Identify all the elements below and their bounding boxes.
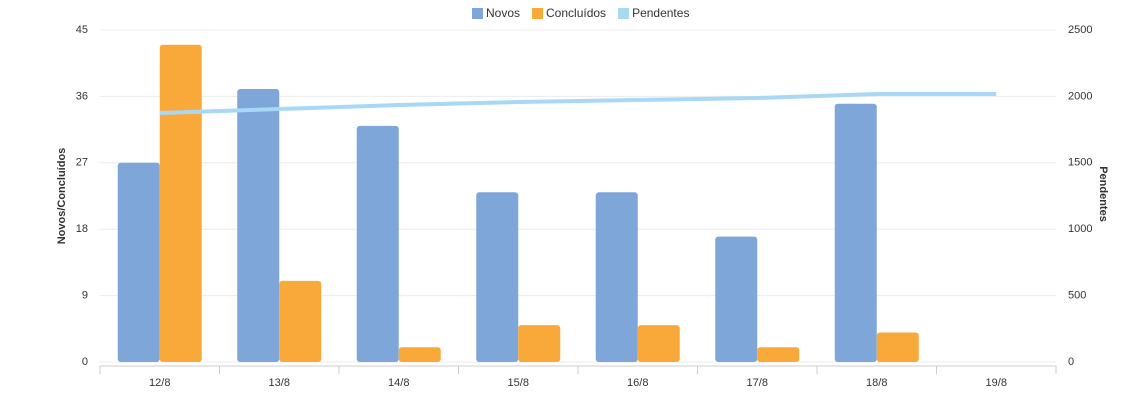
x-tick-label: 14/8 bbox=[388, 377, 409, 389]
bar bbox=[637, 325, 680, 362]
y2-tick-label: 1500 bbox=[1068, 157, 1092, 169]
line bbox=[159, 92, 997, 115]
legend-label: Pendentes bbox=[632, 6, 689, 20]
x-tick-label: 17/8 bbox=[747, 377, 768, 389]
x-tick-label: 16/8 bbox=[627, 377, 648, 389]
y-tick-label: 18 bbox=[76, 223, 88, 235]
legend-label: Novos bbox=[486, 6, 520, 20]
y-axis-title: Novos/Concluídos bbox=[56, 148, 68, 245]
bar bbox=[876, 332, 919, 362]
legend-swatch bbox=[532, 8, 544, 19]
bar bbox=[757, 347, 800, 362]
y-tick-label: 36 bbox=[76, 90, 88, 102]
y-tick-label: 0 bbox=[82, 356, 88, 368]
bar bbox=[398, 347, 441, 362]
y2-axis-title: Pendentes bbox=[1097, 166, 1109, 222]
legend-swatch bbox=[618, 8, 630, 19]
bar bbox=[518, 325, 561, 362]
x-tick-label: 12/8 bbox=[149, 377, 170, 389]
y2-tick-label: 0 bbox=[1068, 356, 1074, 368]
legend-swatch bbox=[472, 8, 483, 19]
bar bbox=[715, 236, 758, 362]
y-tick-label: 45 bbox=[76, 24, 88, 36]
y2-tick-label: 1000 bbox=[1068, 223, 1092, 235]
x-tick-label: 13/8 bbox=[269, 377, 290, 389]
y2-tick-label: 500 bbox=[1068, 290, 1086, 302]
y2-tick-label: 2000 bbox=[1068, 90, 1092, 102]
legend-label: Concluídos bbox=[546, 6, 606, 20]
x-tick-label: 15/8 bbox=[508, 377, 529, 389]
y-tick-label: 27 bbox=[76, 157, 88, 169]
x-tick-label: 18/8 bbox=[866, 377, 887, 389]
bar bbox=[279, 280, 322, 362]
legend: Novos Concluídos Pendentes bbox=[472, 6, 689, 20]
bar bbox=[159, 44, 202, 362]
bar bbox=[595, 192, 638, 362]
x-tick-label: 19/8 bbox=[986, 377, 1007, 389]
bar bbox=[476, 192, 519, 362]
bar bbox=[237, 89, 280, 363]
bar bbox=[834, 103, 877, 363]
bar bbox=[117, 162, 160, 362]
bar bbox=[356, 125, 399, 363]
y-tick-label: 9 bbox=[82, 290, 88, 302]
y2-tick-label: 2500 bbox=[1068, 24, 1092, 36]
